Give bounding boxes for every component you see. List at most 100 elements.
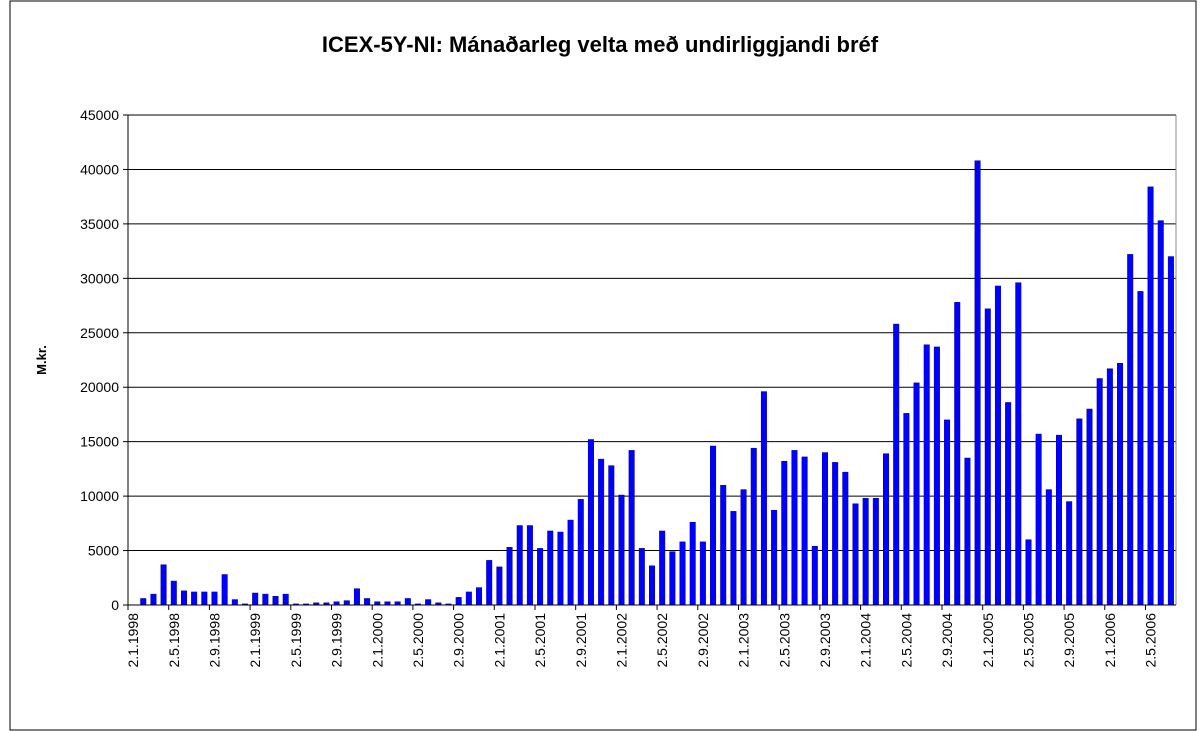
bar (659, 530, 666, 606)
x-tick-label: 2.1.2003 (736, 613, 752, 668)
x-tick-label: 2.9.2005 (1061, 613, 1077, 668)
bar (1005, 402, 1012, 606)
bar (221, 574, 228, 606)
bar (526, 525, 533, 606)
bar (618, 494, 625, 606)
x-tick-label: 2.9.2004 (939, 613, 955, 668)
bar (252, 592, 259, 606)
bar (872, 498, 879, 606)
x-tick-label: 2.1.1999 (247, 613, 263, 668)
y-tick-label: 25000 (80, 325, 119, 341)
y-tick-label: 15000 (80, 434, 119, 450)
bar (649, 565, 655, 606)
bar (730, 511, 737, 606)
x-tick-label: 2.5.2005 (1020, 613, 1036, 668)
bar (1106, 368, 1113, 606)
x-tick-label: 2.5.2000 (410, 613, 426, 668)
bar (1025, 539, 1032, 606)
x-tick-label: 2.5.2006 (1143, 613, 1159, 668)
y-tick-label: 5000 (88, 543, 119, 559)
bar (1015, 282, 1022, 606)
bar (954, 302, 961, 606)
bar (486, 560, 493, 606)
x-tick-label: 2.1.2002 (613, 613, 629, 668)
bar (689, 521, 696, 606)
bar (465, 591, 472, 606)
bar (720, 484, 727, 606)
bar (262, 593, 269, 606)
bar (852, 503, 859, 606)
bar (903, 413, 910, 606)
bar (587, 439, 594, 606)
bar (272, 596, 279, 606)
x-tick-label: 2.5.1999 (288, 613, 304, 668)
bar (984, 308, 991, 606)
bar (1086, 408, 1093, 606)
bar (496, 566, 503, 606)
bar (201, 591, 208, 606)
bar (771, 510, 778, 606)
bar (516, 525, 523, 606)
x-tick-label: 2.5.2002 (654, 613, 670, 668)
bar (811, 545, 818, 606)
bar (282, 593, 289, 606)
bar (557, 531, 564, 606)
bar (404, 598, 411, 606)
bar (923, 344, 930, 606)
bar (598, 458, 605, 606)
bar (364, 598, 371, 606)
bar (1137, 291, 1144, 606)
bar (1066, 501, 1073, 606)
bar (821, 452, 828, 606)
bar (933, 346, 940, 606)
bar (1167, 256, 1174, 606)
bar (750, 447, 757, 606)
chart-title: ICEX-5Y-NI: Mánaðarleg velta með undirli… (322, 32, 879, 57)
y-tick-label: 0 (111, 597, 119, 613)
bar (547, 530, 554, 606)
bar (180, 590, 187, 606)
bar (150, 593, 157, 606)
bar (791, 450, 798, 606)
x-tick-label: 2.1.2004 (858, 613, 874, 668)
bar (537, 548, 544, 606)
x-tick-label: 2.1.1998 (125, 613, 141, 668)
bar (760, 391, 767, 606)
bar (842, 471, 849, 606)
bar (1076, 418, 1083, 606)
bar (964, 457, 971, 606)
x-tick-label: 2.9.1998 (206, 613, 222, 668)
x-tick-label: 2.1.2001 (491, 613, 507, 668)
bar (231, 599, 238, 606)
bar (1127, 254, 1134, 606)
y-axis-label: M.kr. (34, 345, 49, 375)
bar (1147, 186, 1154, 606)
y-tick-label: 35000 (80, 216, 119, 232)
y-tick-label: 10000 (80, 488, 119, 504)
x-tick-label: 2.1.2005 (980, 613, 996, 668)
bar (740, 489, 747, 606)
bar (669, 551, 676, 606)
bar (710, 445, 717, 606)
bar (883, 453, 890, 606)
bar (211, 591, 218, 606)
x-tick-label: 2.9.2000 (451, 613, 467, 668)
bar (699, 541, 706, 606)
bar (170, 580, 177, 606)
bar (628, 450, 635, 606)
bar (1045, 489, 1052, 606)
bar (994, 285, 1001, 606)
bar (1035, 433, 1042, 606)
bar (679, 541, 686, 606)
x-tick-label: 2.9.2002 (695, 613, 711, 668)
bar (140, 598, 147, 606)
bar (506, 547, 513, 606)
x-tick-label: 2.1.2000 (369, 613, 385, 668)
x-tick-label: 2.9.1999 (329, 613, 345, 668)
x-tick-label: 2.5.1998 (166, 613, 182, 668)
bar (801, 456, 808, 606)
x-tick-label: 2.1.2006 (1102, 613, 1118, 668)
x-tick-label: 2.5.2001 (532, 613, 548, 668)
bar (944, 419, 951, 606)
